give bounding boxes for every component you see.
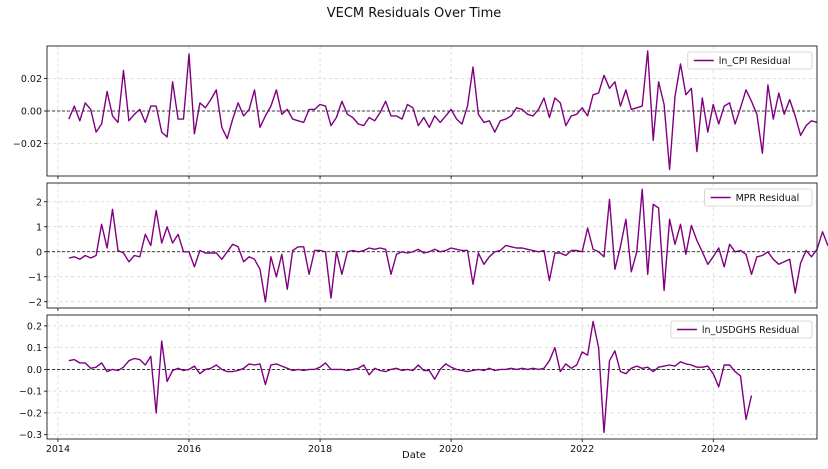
y-tick-label: −2 xyxy=(28,297,42,308)
y-tick-label: 2 xyxy=(36,197,42,208)
panel-mpr: −2 −1 0 1 2 MPR Residual xyxy=(28,182,828,311)
y-tick-label: −0.02 xyxy=(13,139,42,150)
y-tick-label: 0.1 xyxy=(27,343,42,354)
y-tick-label: −0.3 xyxy=(19,430,42,441)
legend-label: MPR Residual xyxy=(736,193,800,204)
x-tick-label: 2014 xyxy=(46,444,70,455)
x-tick-label: 2018 xyxy=(308,444,332,455)
y-tick-label: −1 xyxy=(28,272,42,283)
y-tick-label: 1 xyxy=(36,222,42,233)
legend-label: ln_CPI Residual xyxy=(719,56,791,67)
y-tick-label: 0.02 xyxy=(21,74,42,85)
legend-label: ln_USDGHS Residual xyxy=(702,325,799,336)
legend-box xyxy=(687,51,813,70)
x-tick-label: 2022 xyxy=(570,444,594,455)
y-tick-label: 0.0 xyxy=(27,365,42,376)
panel-ln-cpi: −0.02 0.00 0.02 ln_CPI Residual xyxy=(13,45,818,179)
series-line-ln-cpi xyxy=(68,50,818,171)
y-tick-label: 0.2 xyxy=(27,321,42,332)
series-line-mpr xyxy=(68,188,828,303)
y-tick-label: 0.00 xyxy=(21,107,42,118)
x-tick-label: 2020 xyxy=(439,444,463,455)
legend-box xyxy=(670,320,813,339)
x-axis-label: Date xyxy=(402,450,426,461)
plot-frame xyxy=(46,314,818,440)
x-tick-label: 2016 xyxy=(177,444,201,455)
y-tick-label: −0.1 xyxy=(19,387,42,398)
plot-frame xyxy=(46,182,818,309)
x-tick-label: 2024 xyxy=(701,444,725,455)
chart-title: VECM Residuals Over Time xyxy=(326,6,502,21)
legend-box xyxy=(704,188,813,207)
series-line-ln-usdghs xyxy=(68,320,753,434)
y-tick-label: 0 xyxy=(36,247,42,258)
panel-ln-usdghs: −0.3 −0.2 −0.1 0.0 0.1 0.2 2014 2016 2018 2020 202… xyxy=(19,314,818,455)
y-tick-label: −0.2 xyxy=(19,408,42,419)
